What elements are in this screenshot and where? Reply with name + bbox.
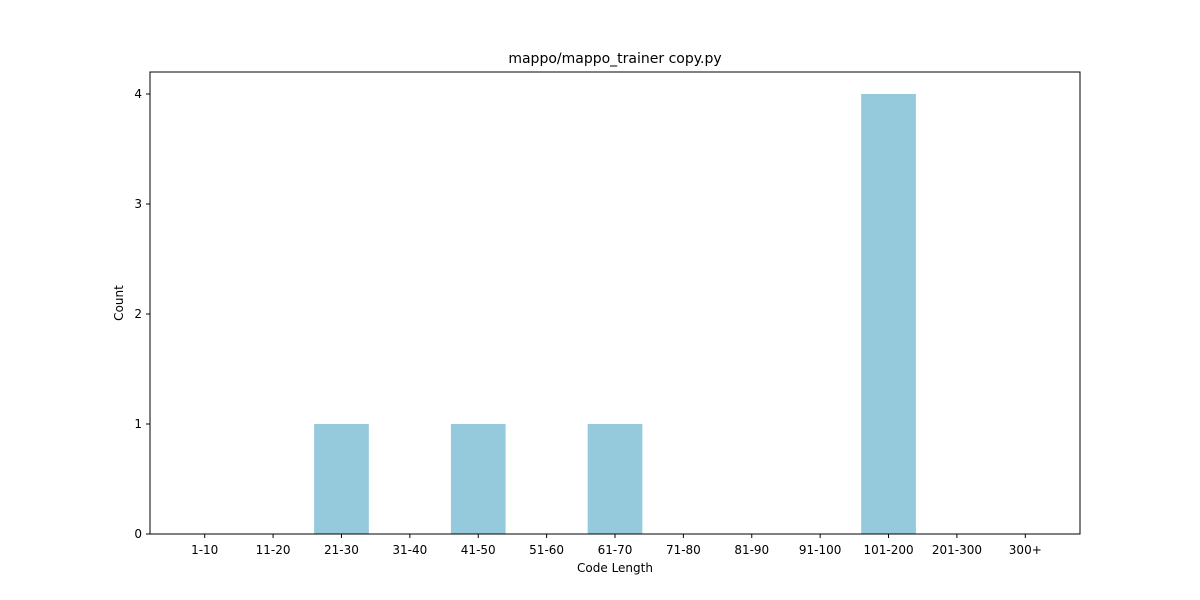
x-tick-label: 31-40 [392, 543, 427, 557]
bar-21-30 [314, 424, 369, 534]
y-tick-label: 3 [134, 197, 142, 211]
plot-frame [149, 71, 1081, 535]
x-tick-label: 51-60 [529, 543, 564, 557]
bars-layer [314, 94, 916, 534]
x-tick-label: 81-90 [734, 543, 769, 557]
x-axis-label: Code Length [577, 561, 653, 575]
y-tick-label: 2 [134, 307, 142, 321]
x-tick-label: 21-30 [324, 543, 359, 557]
y-tick-label: 1 [134, 417, 142, 431]
y-tick-label: 4 [134, 87, 142, 101]
y-axis-ticks: 0 1 2 3 4 [134, 87, 150, 541]
bar-41-50 [450, 424, 506, 534]
x-axis-ticks: 1-10 11-20 21-30 31-40 41-50 51-60 61-70 71-80 8… [191, 534, 1042, 557]
x-tick-label: 11-20 [256, 543, 291, 557]
x-tick-label: 41-50 [461, 543, 496, 557]
x-tick-label: 71-80 [666, 543, 701, 557]
y-axis-label: Count [112, 285, 126, 321]
x-tick-label: 91-100 [799, 543, 842, 557]
x-tick-label: 300+ [1009, 543, 1042, 557]
x-tick-label: 101-200 [863, 543, 913, 557]
bar-61-70 [587, 424, 643, 534]
x-tick-label: 1-10 [191, 543, 218, 557]
x-tick-label: 201-300 [932, 543, 982, 557]
chart-title: mappo/mappo_trainer copy.py [508, 51, 721, 67]
x-tick-label: 61-70 [598, 543, 633, 557]
y-tick-label: 0 [134, 527, 142, 541]
bar-101-200 [861, 94, 916, 534]
